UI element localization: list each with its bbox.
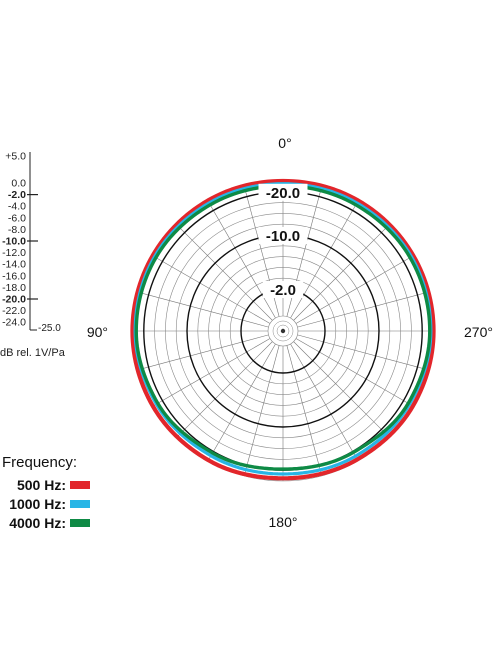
legend-item-1000: 1000 Hz: xyxy=(2,494,90,513)
grid-spoke xyxy=(295,255,414,324)
grid-spoke xyxy=(207,343,276,462)
ring-label-bg xyxy=(258,227,308,244)
frequency-legend: Frequency: 500 Hz: 1000 Hz: 4000 Hz: xyxy=(2,454,90,532)
grid-spoke xyxy=(243,345,280,476)
scale-tick-label: 0.0 xyxy=(11,178,26,190)
scale-tick-label: -20.0 xyxy=(2,294,26,306)
grid-spoke xyxy=(295,338,414,407)
db-scale: +5.00.0-2.0-4.0-6.0-8.0-10.0-12.0-14.0-1… xyxy=(2,151,61,335)
legend-item-500: 500 Hz: xyxy=(2,475,90,494)
legend-title: Frequency: xyxy=(2,454,78,471)
frequency-response-curves xyxy=(130,178,436,481)
scale-unit-label: dB rel. 1V/Pa xyxy=(0,347,65,359)
grid-ring xyxy=(197,245,369,417)
grid-spoke xyxy=(297,334,428,371)
angle-label-left: 90° xyxy=(87,324,108,340)
grid-spoke xyxy=(176,341,273,438)
grid-spoke xyxy=(152,338,271,407)
scale-tick-label: +5.0 xyxy=(5,151,26,163)
scale-tick-label: -22.0 xyxy=(2,305,26,317)
grid-ring xyxy=(219,267,347,395)
scale-tick-label: -24.0 xyxy=(2,317,26,329)
scale-tick-label: -2.0 xyxy=(8,189,26,201)
legend-swatch-500 xyxy=(70,480,90,489)
grid-spoke xyxy=(290,343,359,462)
grid-spoke xyxy=(286,345,323,476)
grid-ring xyxy=(154,202,412,460)
grid-spoke xyxy=(152,255,271,324)
scale-tick-label: -8.0 xyxy=(8,224,26,236)
legend-swatch-1000 xyxy=(70,499,90,508)
grid-spoke xyxy=(138,334,269,371)
grid-ring xyxy=(165,213,401,449)
scale-tick-label: -12.0 xyxy=(2,247,26,259)
grid-spoke xyxy=(297,291,428,328)
scale-tick-label: -18.0 xyxy=(2,282,26,294)
legend-swatch-4000 xyxy=(70,518,90,527)
legend-label: 4000 Hz: xyxy=(9,514,66,531)
grid-ring xyxy=(229,277,337,385)
series-curve-4000-hz xyxy=(134,184,432,471)
polar-labels: 0° 90° 180° 270° -2.0 -10.0 -20.0 xyxy=(87,135,493,530)
angle-label-bottom: 180° xyxy=(269,514,298,530)
grid-ring xyxy=(175,223,391,439)
grid-spoke xyxy=(293,224,390,321)
ring-label-bg xyxy=(258,183,308,201)
grid-ring-inner xyxy=(272,320,294,342)
ring-label-bg xyxy=(262,281,304,298)
angle-label-top: 0° xyxy=(278,135,291,151)
grid-spoke xyxy=(138,291,269,328)
scale-tick-label: -4.0 xyxy=(8,201,26,213)
angle-label-right: 270° xyxy=(464,324,493,340)
series-curve-500-hz xyxy=(130,178,436,481)
ring-label: -10.0 xyxy=(266,228,300,245)
grid-spoke xyxy=(293,341,390,438)
scale-tick-label: -16.0 xyxy=(2,270,26,282)
grid-spoke xyxy=(176,224,273,321)
legend-label: 1000 Hz: xyxy=(9,495,66,512)
ring-label: -20.0 xyxy=(266,185,300,202)
grid-spoke xyxy=(290,200,359,319)
scale-tick-label: -6.0 xyxy=(8,212,26,224)
scale-tick-label: -10.0 xyxy=(2,236,26,248)
grid-ring xyxy=(208,256,358,406)
ring-label: -2.0 xyxy=(270,282,296,299)
scale-tick-label: -14.0 xyxy=(2,259,26,271)
grid-ring xyxy=(267,315,299,347)
scale-tick-label: -25.0 xyxy=(38,323,61,334)
center-point xyxy=(280,328,286,334)
grid-ring-inner xyxy=(276,324,290,338)
legend-item-4000: 4000 Hz: xyxy=(2,513,90,532)
grid-spoke xyxy=(207,200,276,319)
legend-label: 500 Hz: xyxy=(16,476,66,493)
